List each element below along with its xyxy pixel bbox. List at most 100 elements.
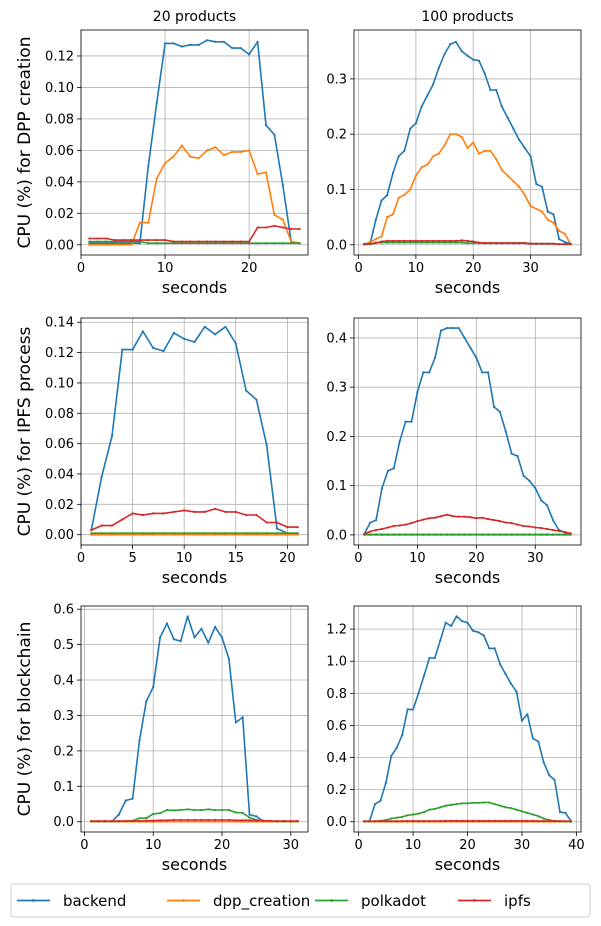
data-point-polkadot bbox=[241, 811, 244, 815]
data-point-backend bbox=[463, 336, 466, 339]
data-point-polkadot bbox=[563, 533, 566, 536]
data-point-ipfs bbox=[516, 523, 519, 526]
data-point-backend bbox=[516, 455, 519, 458]
data-point-ipfs bbox=[281, 226, 284, 229]
data-point-backend bbox=[510, 452, 513, 455]
data-point-backend bbox=[214, 333, 217, 336]
data-point-backend bbox=[466, 621, 469, 624]
data-point-dpp_creation bbox=[155, 177, 158, 180]
data-point-ipfs bbox=[548, 820, 551, 823]
data-point-ipfs bbox=[96, 237, 99, 240]
data-point-polkadot bbox=[457, 533, 460, 536]
data-point-backend bbox=[522, 474, 525, 477]
data-point-polkadot bbox=[90, 532, 93, 535]
data-point-backend bbox=[410, 420, 413, 423]
data-point-dpp_creation bbox=[420, 166, 423, 169]
data-point-backend bbox=[520, 719, 524, 722]
data-point-polkadot bbox=[460, 241, 463, 244]
data-point-ipfs bbox=[499, 819, 502, 823]
data-point-polkadot bbox=[386, 241, 389, 244]
data-point-ipfs bbox=[390, 820, 393, 823]
data-point-backend bbox=[412, 708, 415, 711]
data-point-ipfs bbox=[403, 239, 406, 242]
data-point-ipfs bbox=[296, 819, 299, 823]
data-point-backend bbox=[551, 519, 555, 522]
data-point-polkadot bbox=[498, 533, 501, 536]
data-point-dpp_creation bbox=[207, 820, 210, 823]
data-point-ipfs bbox=[172, 818, 175, 822]
data-point-dpp_creation bbox=[540, 210, 544, 213]
data-point-ipfs bbox=[100, 524, 103, 527]
data-point-ipfs bbox=[483, 242, 486, 245]
data-point-polkadot bbox=[155, 242, 158, 245]
data-point-backend bbox=[548, 774, 551, 777]
data-point-polkadot bbox=[551, 533, 555, 536]
data-point-ipfs bbox=[531, 819, 534, 823]
data-point-ipfs bbox=[466, 239, 469, 242]
data-point-backend bbox=[255, 815, 258, 818]
data-point-backend bbox=[183, 337, 186, 340]
data-point-polkadot bbox=[234, 532, 237, 535]
data-point-ipfs bbox=[386, 526, 389, 529]
data-point-ipfs bbox=[534, 526, 537, 529]
data-point-polkadot bbox=[180, 242, 183, 245]
panel-ipfs-20: 0 5 10 15 20 0.00 0.02 0.04 0.06 0.08 0.10 0.12 0.14… bbox=[15, 316, 309, 587]
data-point-dpp_creation bbox=[214, 146, 217, 149]
legend-label-polkadot: polkadot bbox=[361, 892, 426, 910]
data-point-dpp_creation bbox=[172, 155, 175, 158]
data-point-ipfs bbox=[200, 818, 203, 822]
data-point-ipfs bbox=[369, 530, 372, 533]
data-point-polkadot bbox=[380, 533, 384, 536]
data-point-polkadot bbox=[159, 812, 162, 815]
data-point-backend bbox=[206, 39, 209, 42]
data-point-dpp_creation bbox=[380, 235, 383, 238]
data-point-ipfs bbox=[197, 240, 200, 243]
data-point-ipfs bbox=[131, 819, 134, 823]
data-point-polkadot bbox=[273, 242, 276, 245]
data-point-dpp_creation bbox=[391, 213, 395, 216]
y-tick-label: 0.02 bbox=[45, 498, 74, 513]
data-point-backend bbox=[147, 165, 150, 168]
data-point-ipfs bbox=[492, 519, 496, 522]
data-point-ipfs bbox=[282, 819, 285, 823]
data-point-dpp_creation bbox=[523, 193, 526, 197]
data-point-backend bbox=[138, 242, 141, 245]
data-point-backend bbox=[397, 155, 400, 158]
data-point-dpp_creation bbox=[529, 205, 532, 208]
data-point-ipfs bbox=[416, 520, 419, 523]
data-point-backend bbox=[384, 782, 387, 785]
data-point-ipfs bbox=[155, 239, 158, 242]
x-tick-label: 0 bbox=[354, 838, 362, 853]
data-point-ipfs bbox=[553, 820, 556, 823]
data-point-ipfs bbox=[373, 820, 377, 823]
data-point-polkadot bbox=[121, 532, 124, 535]
data-point-backend bbox=[455, 615, 458, 618]
data-point-backend bbox=[179, 640, 182, 643]
data-point-backend bbox=[420, 105, 423, 108]
data-point-polkadot bbox=[420, 241, 423, 244]
data-point-backend bbox=[141, 330, 144, 333]
legend: backend dpp_creation polkadot ipfs bbox=[10, 883, 591, 918]
data-point-backend bbox=[526, 713, 529, 716]
data-point-polkadot bbox=[461, 802, 464, 805]
plot-frame bbox=[80, 29, 309, 256]
plot-frame bbox=[353, 29, 582, 256]
data-point-backend bbox=[540, 185, 544, 188]
y-tick-label: 0.4 bbox=[326, 751, 347, 766]
data-point-ipfs bbox=[522, 524, 525, 528]
data-point-backend bbox=[499, 663, 502, 666]
data-point-polkadot bbox=[416, 533, 419, 536]
data-point-backend bbox=[96, 242, 99, 245]
data-point-polkadot bbox=[152, 812, 155, 816]
data-point-backend bbox=[558, 238, 561, 241]
data-point-ipfs bbox=[289, 819, 292, 823]
y-tick-label: 0.2 bbox=[326, 430, 347, 445]
data-point-backend bbox=[483, 72, 486, 75]
data-point-dpp_creation bbox=[495, 158, 498, 161]
data-point-polkadot bbox=[152, 532, 155, 535]
y-tick-label: 0.4 bbox=[53, 674, 74, 689]
data-point-ipfs bbox=[420, 239, 423, 242]
data-point-ipfs bbox=[186, 818, 189, 822]
data-point-polkadot bbox=[172, 242, 175, 245]
data-point-ipfs bbox=[97, 819, 100, 823]
